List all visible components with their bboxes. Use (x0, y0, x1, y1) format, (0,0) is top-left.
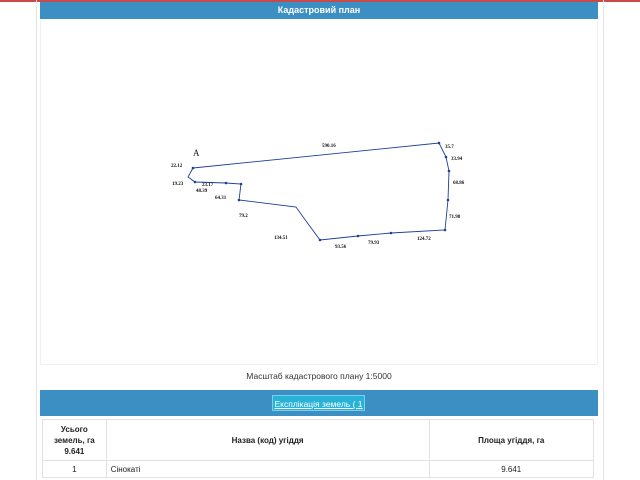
plan-scale: Масштаб кадастрового плану 1:5000 (40, 364, 598, 387)
vertex (437, 141, 441, 145)
segment-label: 64.31 (215, 196, 227, 201)
segment-label: 134.51 (274, 236, 288, 241)
table-row: 1 Сінокаті 9.641 (42, 460, 594, 478)
vertex (193, 180, 197, 184)
segment-label: 79.93 (368, 241, 380, 246)
vertex (444, 155, 448, 159)
segment-label: 35.7 (445, 145, 454, 150)
total-land-header: Усього земель, га 9.641 (42, 419, 107, 461)
segment-label: 79.2 (239, 214, 248, 219)
cadastral-plan-canvas: A 590.16 35.7 33.94 68.86 71.98 124.72 7… (40, 20, 598, 364)
vertex (356, 234, 360, 238)
land-area-header: Площа угіддя, га (428, 419, 594, 461)
land-area-cell: 9.641 (428, 460, 594, 478)
row-number: 1 (42, 460, 107, 478)
land-name-cell: Сінокаті (105, 460, 430, 478)
segment-label: 68.86 (453, 181, 465, 186)
total-header-line2: земель, га (53, 435, 95, 445)
total-header-line1: Усього (60, 424, 88, 434)
point-a-label: A (193, 148, 200, 158)
segment-label: 93.56 (335, 245, 347, 250)
vertex (318, 238, 322, 242)
segment-label: 19.23 (172, 182, 184, 187)
segment-label: 71.98 (449, 215, 461, 220)
vertex (443, 228, 447, 232)
cadastral-plan-header: Кадастровий план (40, 2, 598, 19)
vertex (191, 166, 195, 170)
explication-button[interactable]: Експлікація земель ( 1 ) (272, 395, 365, 425)
vertex-markers (191, 141, 451, 242)
vertex (447, 169, 451, 173)
parcel-boundary (187, 142, 450, 241)
vertex (446, 198, 450, 202)
table-header-row: Усього земель, га 9.641 Назва (код) угід… (42, 419, 594, 461)
vertex (237, 198, 241, 202)
segment-label: 22.12 (171, 164, 183, 169)
land-name-header: Назва (код) угіддя (105, 419, 430, 461)
vertex (224, 181, 228, 185)
parcel-drawing: A 590.16 35.7 33.94 68.86 71.98 124.72 7… (171, 141, 465, 250)
segment-label: 23.17 (202, 183, 214, 188)
top-accent-line (0, 0, 640, 2)
segment-label: 590.16 (322, 144, 336, 149)
vertex (389, 231, 393, 235)
land-table: Усього земель, га 9.641 Назва (код) угід… (42, 419, 594, 478)
page-frame (36, 0, 604, 480)
total-header-value: 9.641 (64, 446, 85, 456)
vertex (239, 182, 243, 186)
segment-label: 48.39 (196, 189, 208, 194)
segment-label: 33.94 (451, 157, 463, 162)
segment-label: 124.72 (417, 237, 431, 242)
